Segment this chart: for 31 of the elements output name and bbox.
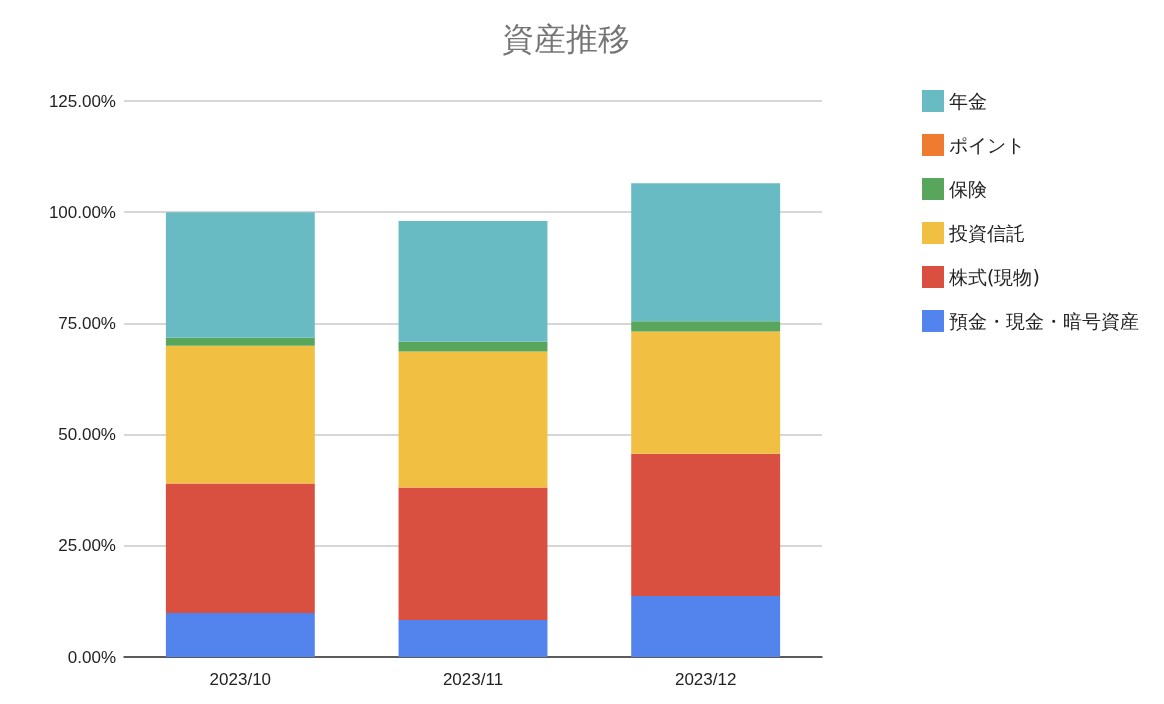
legend-label: 年金 <box>949 90 987 112</box>
chart-title: 資産推移 <box>502 20 630 58</box>
legend-label: 株式(現物) <box>948 266 1040 288</box>
y-tick-label: 125.00% <box>48 91 116 111</box>
y-tick-label: 0.00% <box>67 647 116 667</box>
legend-label: 保険 <box>949 178 987 200</box>
x-tick-label: 2023/11 <box>442 670 504 689</box>
bar <box>398 620 548 657</box>
y-tick-label: 75.00% <box>58 313 116 333</box>
bar <box>398 221 548 342</box>
bar <box>631 331 781 454</box>
legend-label: 預金・現金・暗号資産 <box>949 310 1139 332</box>
legend-label: ポイント <box>949 134 1025 156</box>
bar <box>398 351 548 488</box>
bar <box>631 453 781 597</box>
bar <box>398 341 548 352</box>
x-tick-label: 2023/12 <box>674 670 737 689</box>
bar <box>165 337 315 346</box>
y-tick-label: 25.00% <box>58 536 116 556</box>
bar <box>165 212 315 338</box>
bar <box>165 345 315 484</box>
bar <box>165 483 315 613</box>
legend-label: 投資信託 <box>948 222 1025 244</box>
bar <box>631 183 781 322</box>
bar <box>398 487 548 621</box>
y-tick-label: 100.00% <box>48 202 116 222</box>
bar <box>631 321 781 332</box>
y-tick-label: 50.00% <box>58 425 116 445</box>
x-tick-label: 2023/10 <box>209 670 272 689</box>
bar <box>165 612 315 657</box>
bar <box>631 596 781 657</box>
